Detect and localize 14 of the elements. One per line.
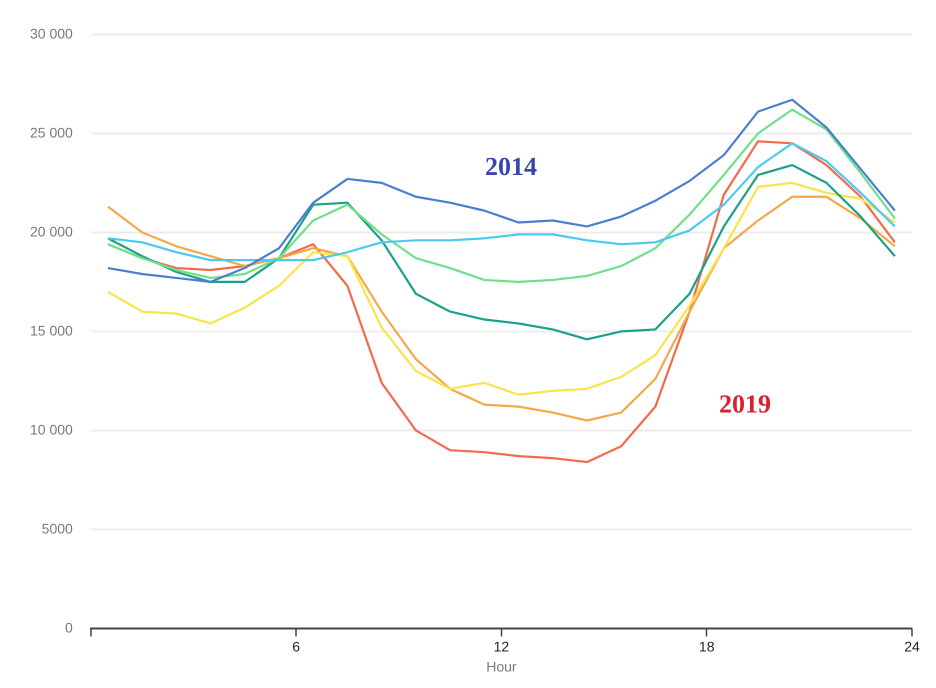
y-tick-label: 10 000 [30,421,74,438]
x-tick-label: 12 [494,638,510,655]
y-tick-label: 25 000 [30,124,74,140]
x-tick-label: 24 [904,638,920,655]
y-tick-label: 20 000 [30,223,74,240]
x-tick-label: 6 [292,638,300,655]
annotation: 2019 [719,389,772,418]
annotation: 2014 [484,152,537,181]
y-tick-label: 5000 [42,520,74,536]
x-axis-title: Hour [486,658,517,674]
x-tick-label: 18 [698,638,715,655]
y-tick-label: 30 000 [30,25,74,42]
y-tick-label: 15 000 [30,322,74,338]
y-tick-label: 0 [65,619,74,636]
